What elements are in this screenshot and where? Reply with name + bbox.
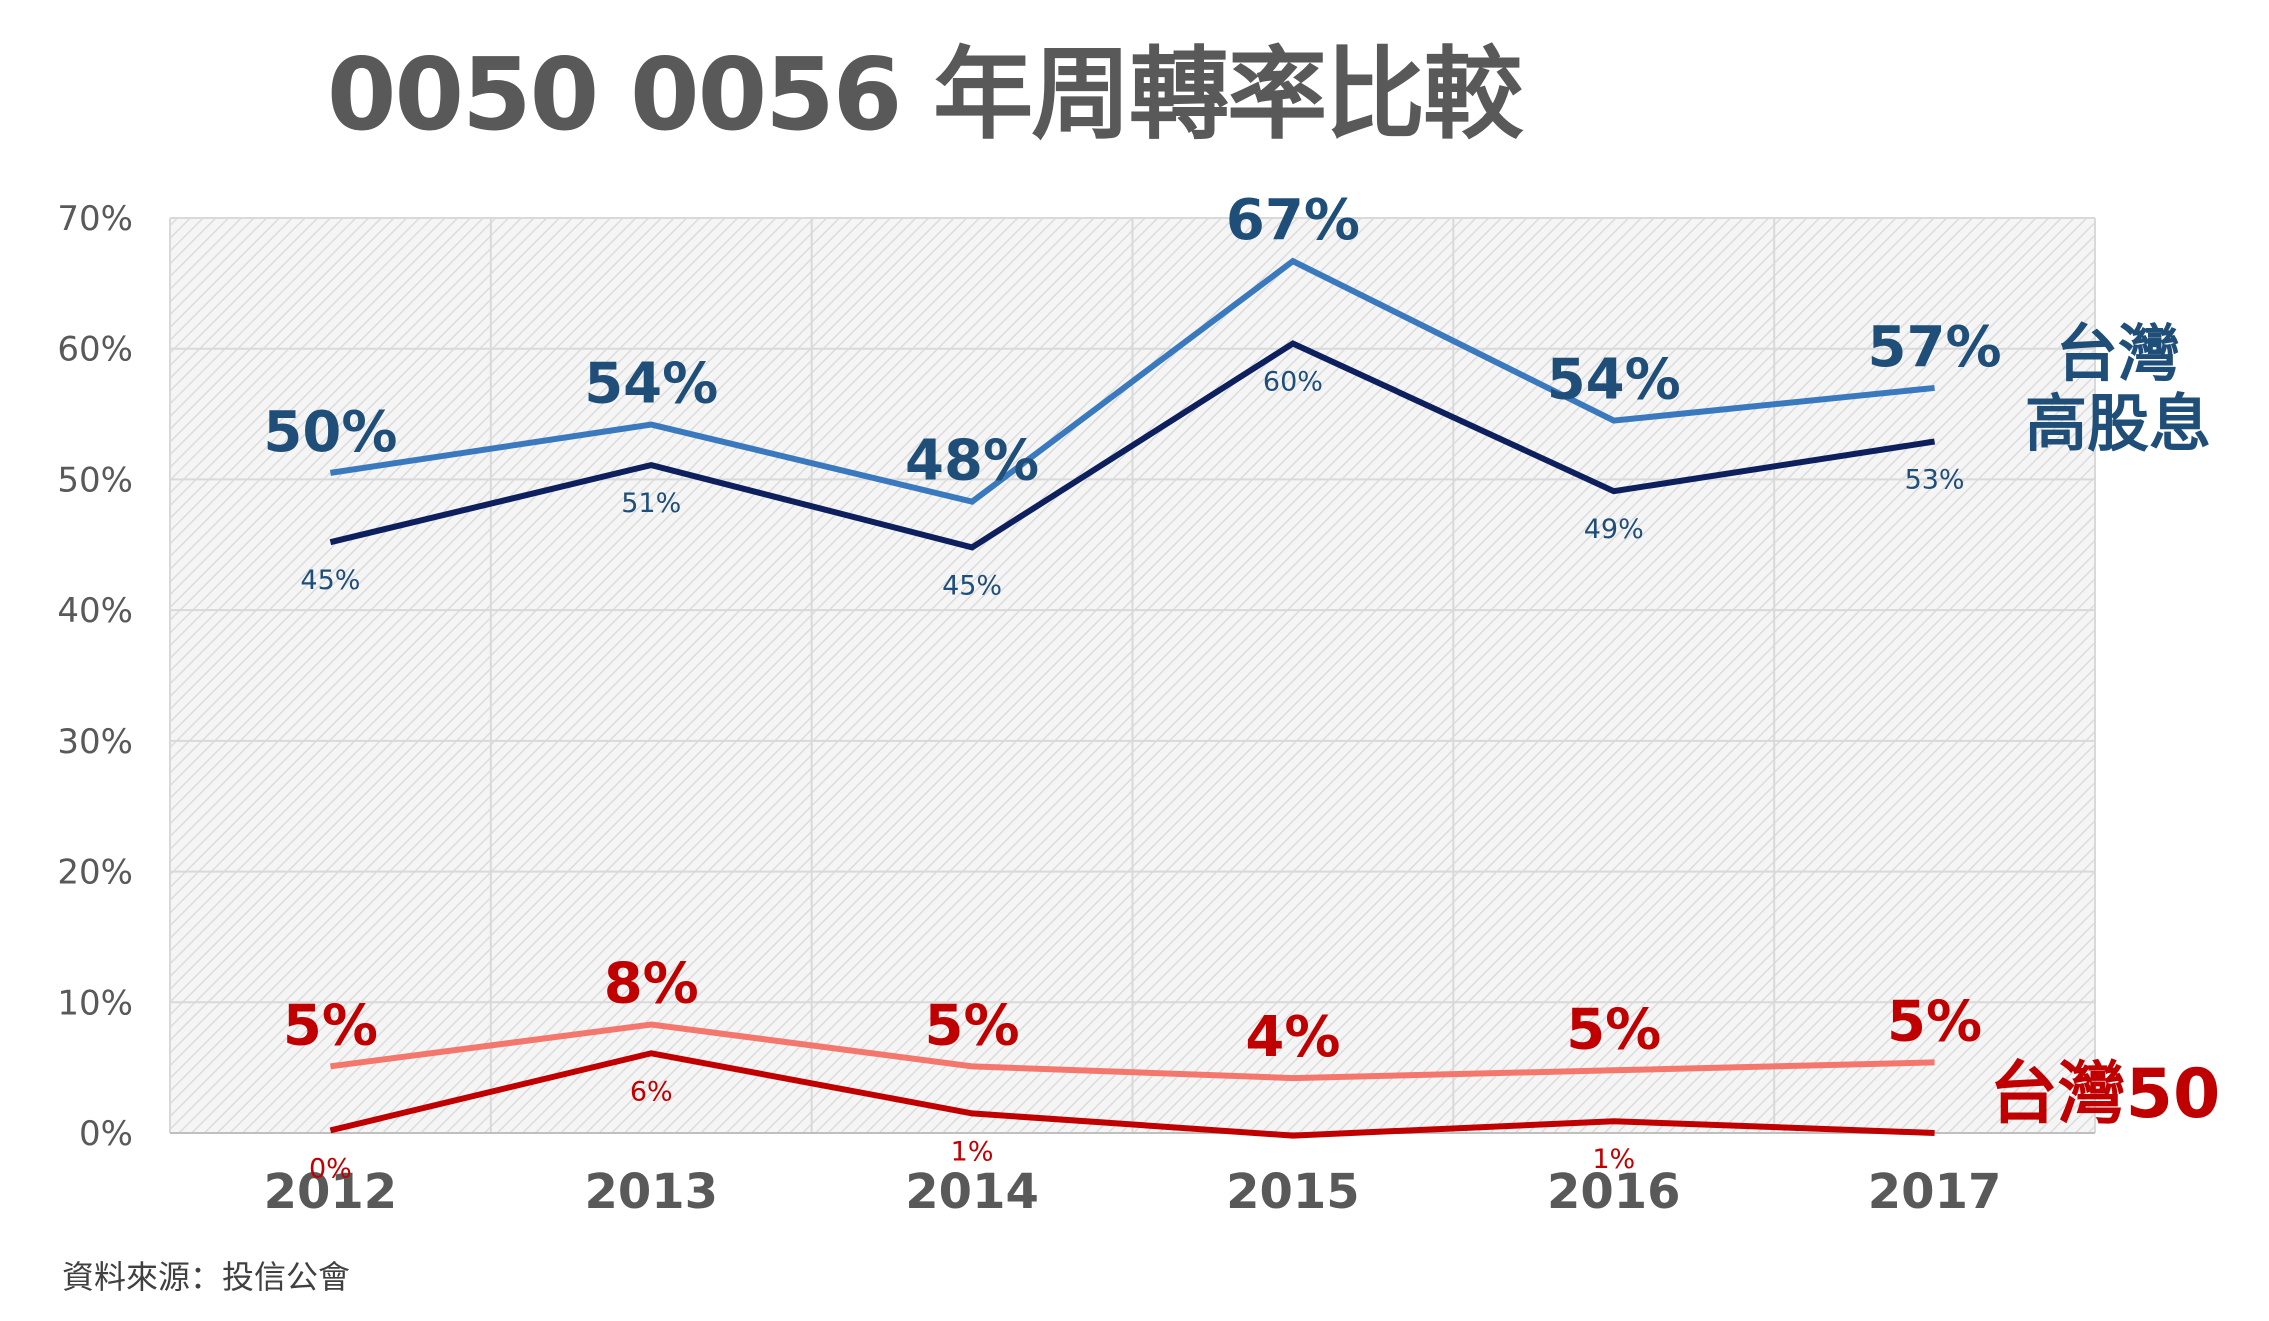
data-label: 1% [1592,1144,1635,1175]
x-tick-label: 2013 [584,1164,718,1220]
y-tick-label: 60% [57,330,133,370]
y-tick-label: 0% [79,1114,133,1154]
data-label: 8% [604,952,699,1017]
data-label: 45% [942,570,1002,601]
y-tick-label: 50% [57,460,133,500]
chart-title: 0050 0056 年周轉率比較 [326,36,1523,153]
data-label: 0% [309,1153,352,1184]
data-label: 49% [1584,514,1644,545]
data-label: 1% [951,1136,994,1167]
y-tick-label: 30% [57,722,133,762]
data-label: 4% [1245,1005,1340,1070]
x-tick-label: 2017 [1868,1164,2002,1220]
data-label: 48% [905,429,1039,494]
data-label: 57% [1868,315,2002,380]
x-tick-label: 2016 [1547,1164,1681,1220]
series-group-label: 高股息 [2025,387,2211,460]
data-label: 60% [1263,366,1323,397]
x-tick-label: 2014 [905,1164,1039,1220]
x-tick-label: 2012 [264,1164,398,1220]
series-group-label: 台灣50 [1990,1055,2221,1134]
series-line-1 [329,257,1935,505]
data-label: 54% [584,352,718,417]
data-label: 51% [621,488,681,519]
x-tick-label: 2015 [1226,1164,1360,1220]
data-label: 5% [283,993,378,1058]
data-label: 67% [1226,188,1360,253]
series-line-4 [329,1050,1935,1139]
y-tick-label: 10% [57,983,133,1023]
data-label: 54% [1547,348,1681,413]
series-group-label: 台灣 [2056,317,2180,390]
data-label: 53% [1905,465,1965,496]
series-line-2 [329,340,1936,551]
data-label: 5% [1887,989,1982,1054]
data-label: 45% [300,565,360,596]
y-tick-label: 20% [57,853,133,893]
data-label: 6% [630,1076,673,1107]
source-note: 資料來源：投信公會 [62,1258,351,1296]
series-line-3 [330,1021,1935,1082]
data-label: 5% [925,993,1020,1058]
y-tick-label: 70% [57,199,133,239]
data-label: 5% [1566,997,1661,1062]
data-label: 50% [263,400,397,465]
y-tick-label: 40% [57,591,133,631]
